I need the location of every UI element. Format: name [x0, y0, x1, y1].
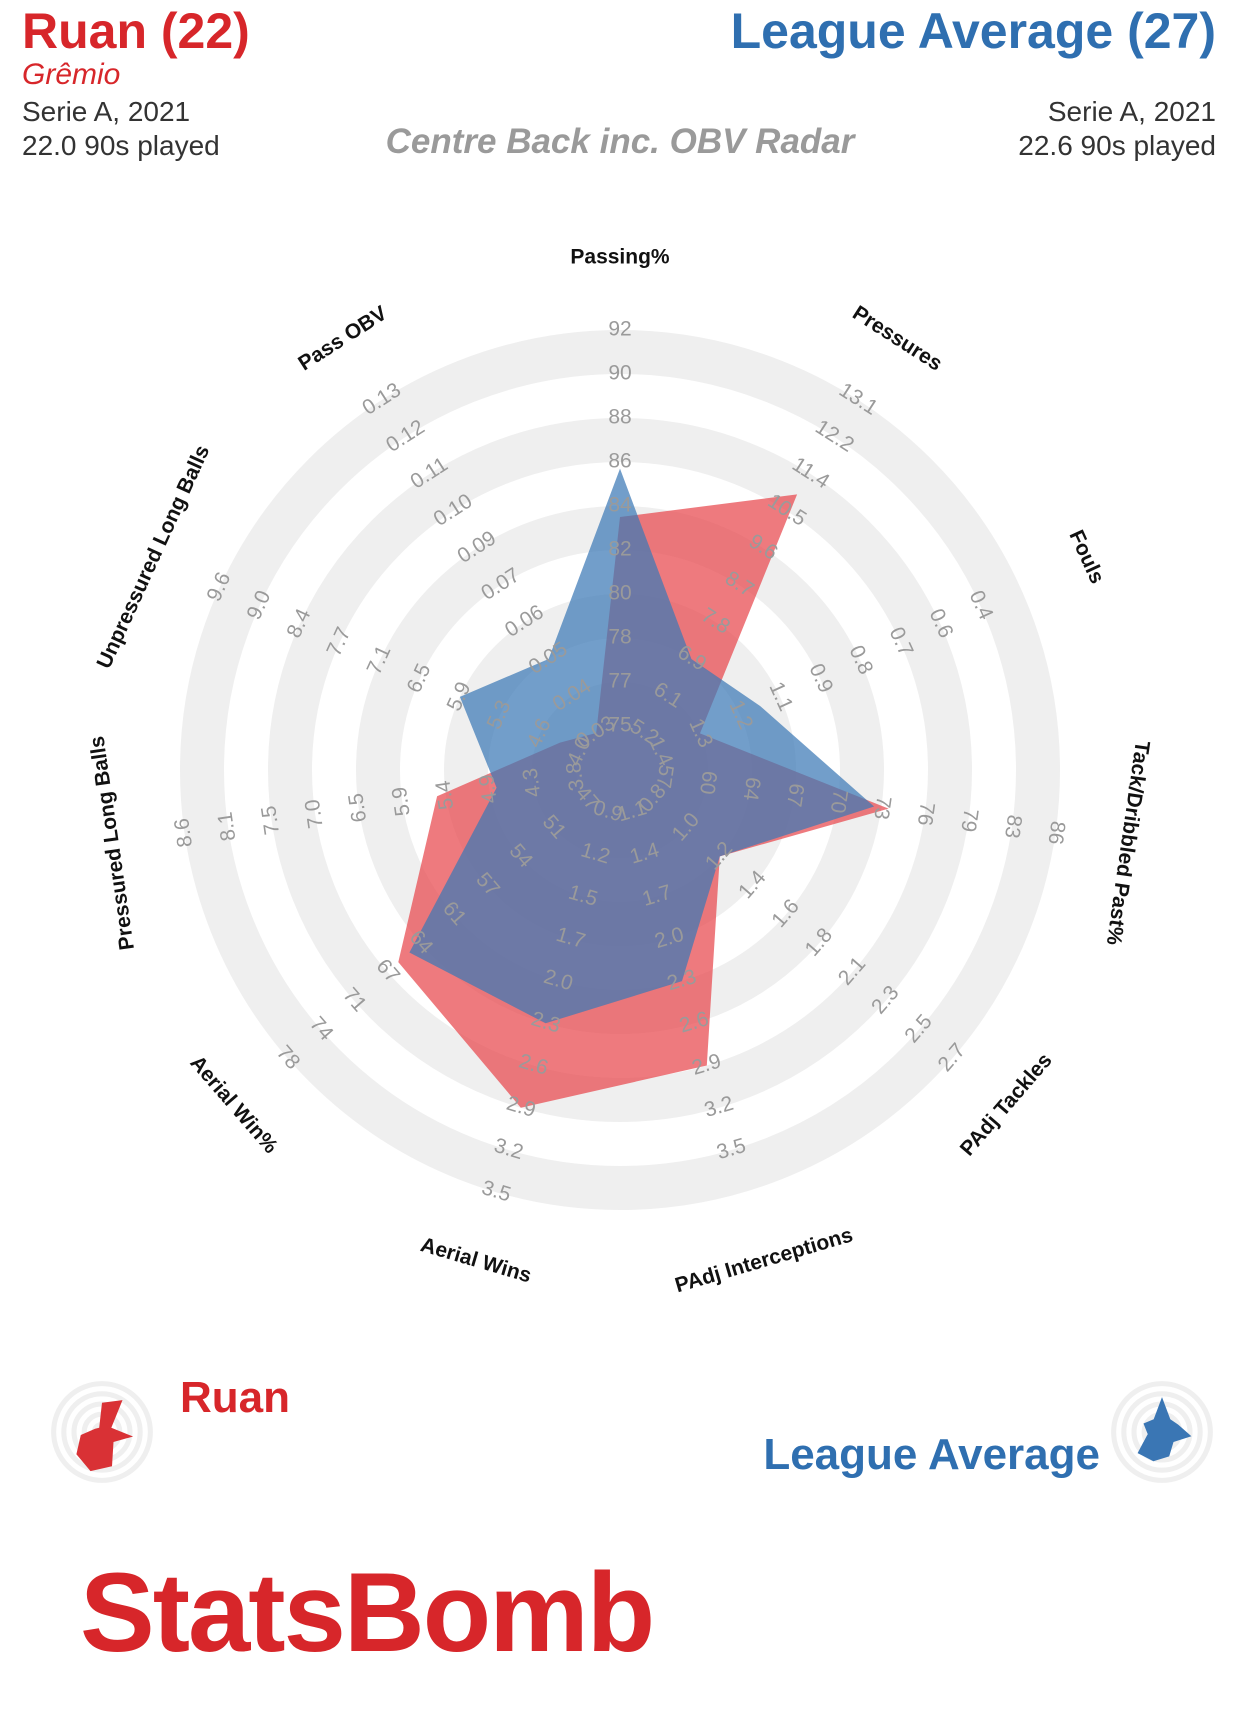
- legend-ring: [1121, 1391, 1203, 1473]
- radar-axis-label: Aerial Wins: [418, 1233, 534, 1287]
- statsbomb-logo: StatsBomb: [80, 1550, 655, 1675]
- radar-tick-label: 76: [913, 801, 939, 827]
- radar-axis-label: Fouls: [1064, 527, 1108, 587]
- radar-tick-label: 5.4: [431, 779, 458, 811]
- legend-ring: [1111, 1381, 1213, 1483]
- radar-axis-label: Pass OBV: [294, 302, 391, 376]
- radar-tick-label: 79: [956, 807, 982, 833]
- comparison-competition: Serie A, 2021: [1047, 96, 1216, 127]
- radar-tick-label: 8.1: [214, 810, 241, 842]
- radar-tick-label: 7.0: [301, 798, 328, 830]
- radar-tick-label: 6.5: [344, 792, 371, 824]
- radar-chart: 757778808284868890925.26.16.97.88.79.610…: [85, 246, 1154, 1298]
- comparison-name: League Average (27): [730, 3, 1216, 59]
- radar-tick-label: 4.3: [519, 767, 546, 799]
- player-team: Grêmio: [22, 58, 121, 91]
- radar-tick-label: 73: [869, 795, 895, 821]
- radar-tick-label: 8.6: [170, 817, 197, 849]
- radar-axis-label: PAdj Interceptions: [672, 1223, 855, 1297]
- radar-tick-label: 82: [608, 538, 631, 561]
- player-legend-icon: [51, 1381, 153, 1483]
- radar-tick-label: 90: [608, 362, 631, 385]
- radar-tick-label: 84: [608, 494, 632, 517]
- radar-tick-label: 75: [608, 714, 631, 737]
- player-name: Ruan (22): [22, 3, 250, 59]
- radar-tick-label: 83: [1000, 813, 1026, 839]
- radar-tick-label: 64: [739, 776, 765, 803]
- radar-tick-label: 3.8: [562, 760, 589, 792]
- radar-tick-label: 57: [652, 763, 678, 789]
- comparison-radar-polygon: [409, 468, 875, 1024]
- radar-axis-label: Pressures: [848, 301, 946, 375]
- radar-axis-label: Passing%: [570, 246, 670, 269]
- legend-ring: [61, 1391, 143, 1473]
- radar-ring: [268, 418, 972, 1122]
- radar-tick-label: 78: [608, 626, 631, 649]
- radar-axis-label: Aerial Win%: [185, 1051, 282, 1158]
- comparison-legend-icon: [1111, 1381, 1213, 1483]
- radar-polygons: [398, 468, 889, 1108]
- legend-ring: [51, 1381, 153, 1483]
- player-minutes: 22.0 90s played: [22, 130, 220, 161]
- radar-title: Centre Back inc. OBV Radar: [385, 122, 855, 161]
- radar-tick-label: 77: [608, 670, 631, 693]
- comparison-minutes: 22.6 90s played: [1018, 130, 1216, 161]
- radar-tick-label: 92: [608, 318, 631, 341]
- comparison-legend-label: League Average: [763, 1430, 1100, 1479]
- radar-tick-label: 7.5: [257, 804, 284, 836]
- radar-tick-label: 60: [695, 769, 721, 795]
- radar-tick-label: 70: [826, 788, 852, 814]
- radar-ring: [180, 330, 1060, 1210]
- player-competition: Serie A, 2021: [22, 96, 191, 127]
- legend-polygon: [76, 1400, 134, 1472]
- radar-axis-label: Pressured Long Balls: [85, 735, 138, 952]
- radar-tick-label: 5.9: [388, 785, 415, 817]
- radar-tick-label: 86: [608, 450, 631, 473]
- radar-tick-label: 67: [782, 782, 808, 808]
- radar-axis-label: Tack/Dribbled Past%: [1102, 739, 1154, 947]
- radar-tick-label: 88: [608, 406, 631, 429]
- radar-tick-label: 80: [608, 582, 631, 605]
- legend-polygon: [1137, 1397, 1192, 1462]
- radar-tick-label: 86: [1043, 820, 1069, 846]
- radar-tick-label: 4.9: [475, 773, 502, 805]
- radar-axis-label: PAdj Tackles: [956, 1049, 1057, 1161]
- radar-axis-label: Unpressured Long Balls: [93, 442, 215, 672]
- player-legend-label: Ruan: [180, 1373, 290, 1422]
